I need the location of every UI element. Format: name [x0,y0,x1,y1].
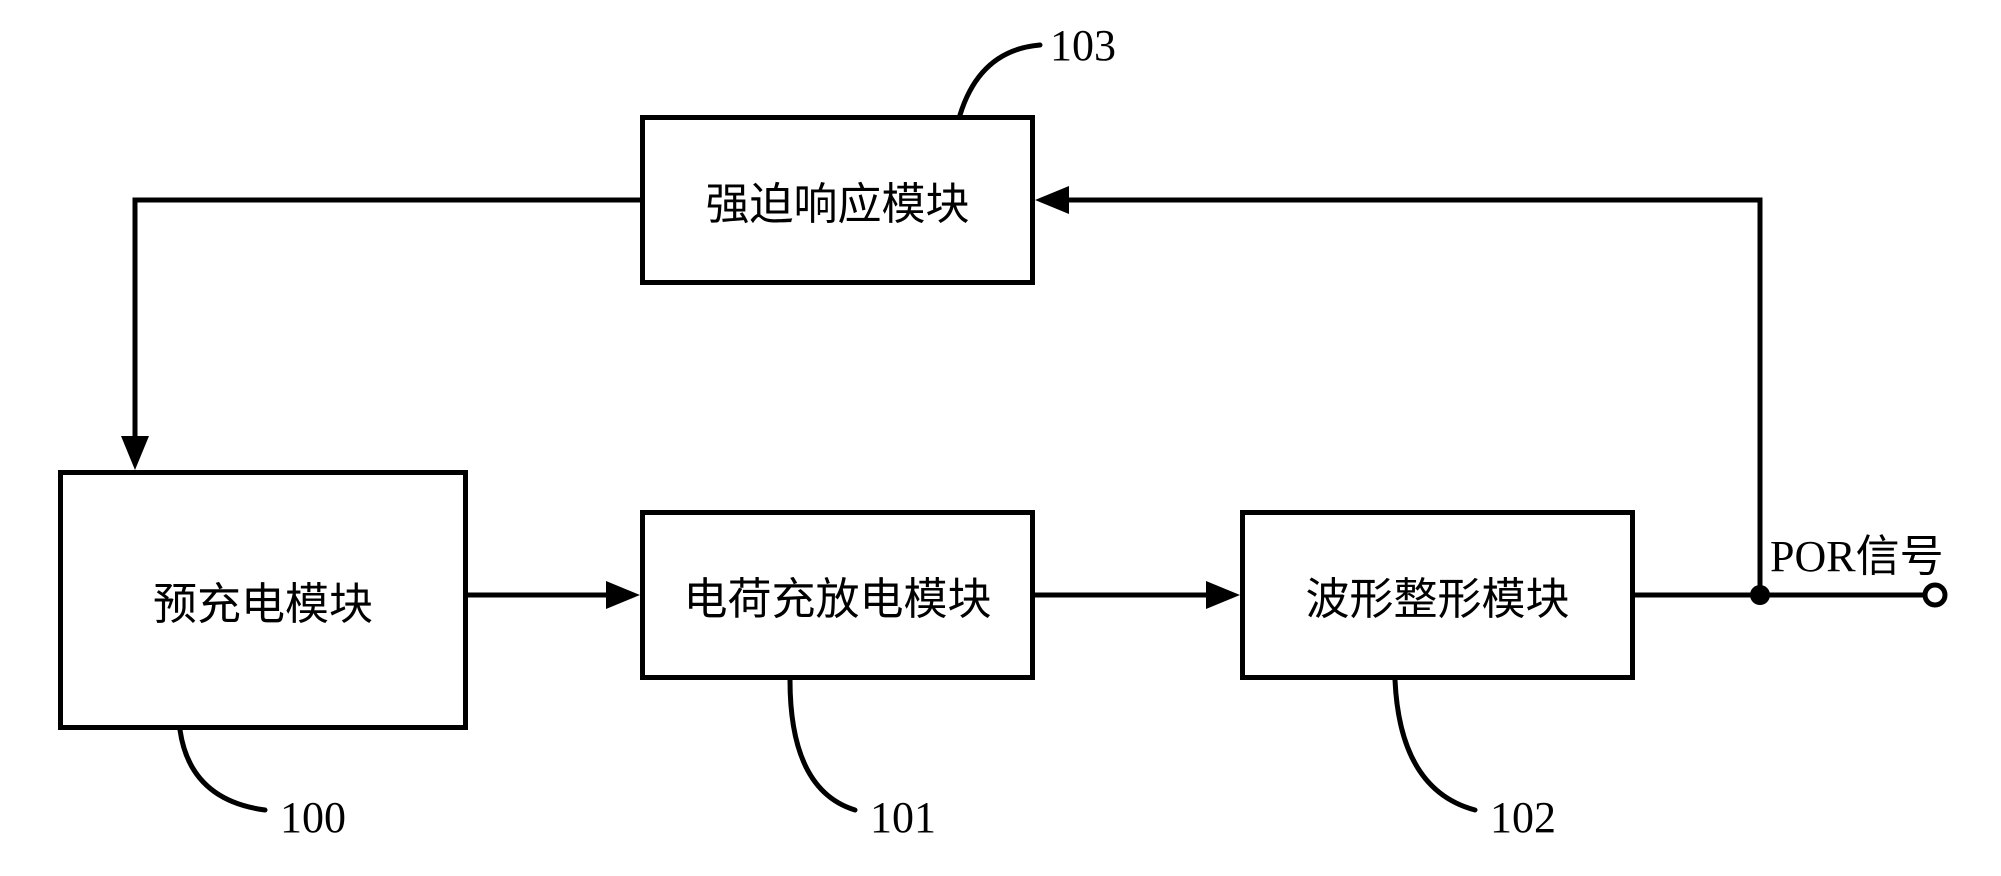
node-charge-discharge: 电荷充放电模块 [640,510,1035,680]
node-forced-response: 强迫响应模块 [640,115,1035,285]
ref-label-103: 103 [1050,20,1116,71]
node-forced-response-label: 强迫响应模块 [706,168,970,232]
node-charge-discharge-label: 电荷充放电模块 [684,563,992,627]
output-signal-label: POR信号 [1770,520,1944,584]
diagram-canvas: 预充电模块 电荷充放电模块 波形整形模块 强迫响应模块 100 101 102 … [0,0,2001,876]
node-waveform-shaping-label: 波形整形模块 [1306,563,1570,627]
ref-label-101: 101 [870,792,936,843]
node-precharge-label: 预充电模块 [153,568,373,632]
node-precharge: 预充电模块 [58,470,468,730]
node-waveform-shaping: 波形整形模块 [1240,510,1635,680]
ref-label-102: 102 [1490,792,1556,843]
ref-label-100: 100 [280,792,346,843]
